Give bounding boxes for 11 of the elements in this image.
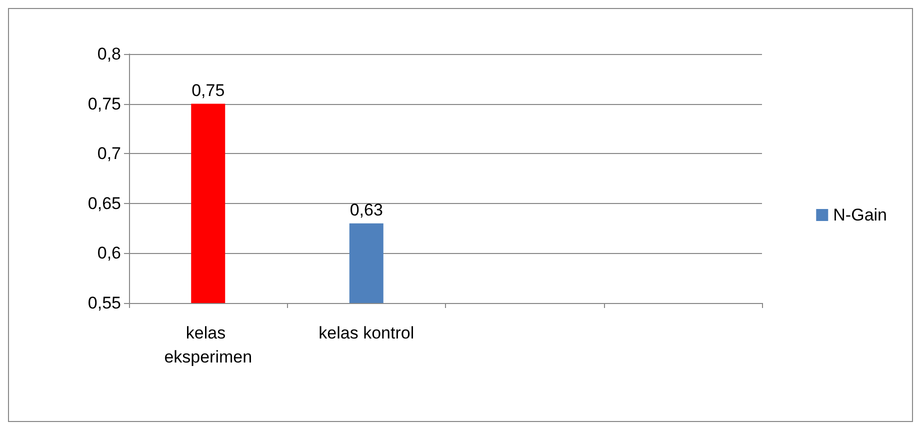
data-label: 0,75: [192, 80, 225, 100]
y-tick-label: 0,75: [88, 94, 121, 114]
data-label: 0,63: [350, 200, 383, 220]
y-tick-label: 0,8: [97, 44, 121, 64]
y-tick-label: 0,55: [88, 294, 121, 312]
x-tick-label: kelas eksperimen: [164, 324, 252, 366]
y-tick-label: 0,7: [97, 144, 121, 164]
y-tick-label: 0,65: [88, 194, 121, 213]
y-tick-label: 0,6: [97, 244, 121, 263]
x-tick-label: kelas kontrol: [318, 324, 414, 342]
legend-label: N-Gain: [833, 206, 888, 224]
